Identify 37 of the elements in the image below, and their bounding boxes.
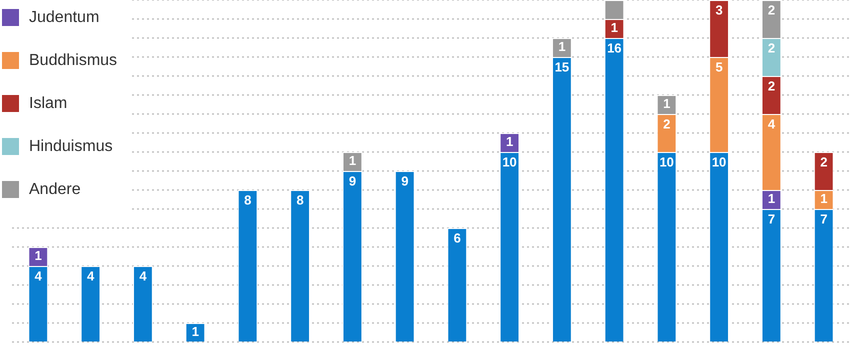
data-label: 1 — [34, 248, 42, 264]
data-label: 4 — [768, 116, 776, 132]
data-label: 3 — [715, 2, 723, 18]
data-label: 1 — [348, 153, 356, 168]
data-label: 10 — [712, 154, 726, 170]
data-label: 2 — [663, 116, 670, 132]
data-label: 8 — [244, 192, 252, 208]
data-label: 5 — [715, 60, 723, 75]
data-label: 1 — [192, 324, 199, 339]
data-label: 4 — [34, 268, 43, 284]
data-label: 10 — [502, 154, 517, 170]
data-label: 1 — [820, 191, 828, 206]
data-label: 15 — [554, 60, 570, 75]
data-label: 2 — [768, 2, 776, 18]
data-label: 8 — [296, 192, 304, 208]
data-label: 6 — [454, 230, 461, 246]
data-label: 9 — [348, 174, 356, 189]
data-label: 1 — [610, 20, 618, 36]
legend-label: Andere — [29, 180, 81, 198]
legend-label: Islam — [29, 94, 68, 112]
legend-label: Hinduismus — [29, 138, 113, 156]
data-label: 1 — [506, 134, 514, 150]
data-label: 4 — [139, 268, 148, 284]
legend-label: Buddhismus — [29, 52, 118, 70]
data-label: 1 — [768, 191, 776, 206]
data-label: 2 — [768, 78, 776, 94]
data-label: 2 — [768, 40, 776, 56]
data-label: 16 — [607, 40, 622, 56]
data-label: 7 — [768, 212, 776, 227]
data-label: 2 — [820, 154, 828, 170]
data-label: 7 — [820, 212, 828, 227]
legend-label: Judentum — [29, 8, 100, 26]
data-label: 1 — [663, 96, 670, 112]
data-label: 9 — [401, 174, 408, 189]
data-label: 4 — [86, 268, 95, 284]
data-label: 1 — [558, 39, 566, 54]
data-label: 10 — [659, 154, 674, 170]
